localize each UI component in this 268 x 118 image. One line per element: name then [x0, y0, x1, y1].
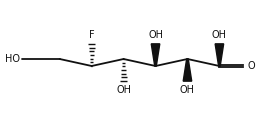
Text: F: F: [89, 30, 94, 40]
Polygon shape: [215, 44, 224, 66]
Text: O: O: [248, 61, 255, 71]
Polygon shape: [151, 44, 160, 66]
Text: HO: HO: [5, 54, 20, 64]
Text: OH: OH: [148, 30, 163, 40]
Text: OH: OH: [116, 85, 131, 95]
Polygon shape: [183, 59, 192, 81]
Text: OH: OH: [180, 85, 195, 95]
Text: OH: OH: [212, 30, 227, 40]
